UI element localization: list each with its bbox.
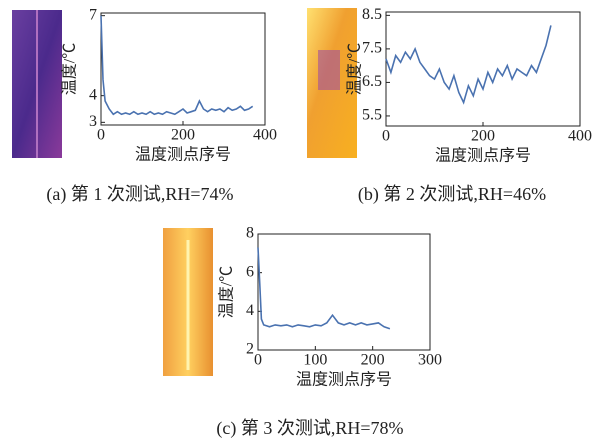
data-line [258,248,390,329]
y-tick-label: 3 [89,113,97,130]
plot-frame [386,12,580,126]
x-tick-label: 0 [254,352,262,369]
x-tick-label: 200 [361,352,385,369]
x-tick-label: 200 [171,127,195,144]
y-tick-label: 4 [246,302,254,319]
y-tick-label: 7 [89,6,97,23]
x-tick-label: 0 [382,128,390,145]
y-tick-label: 7.5 [362,40,382,57]
caption: (a) 第 1 次测试,RH=74% [46,184,233,205]
y-tick-label: 5.5 [362,107,382,124]
data-line [386,25,551,102]
caption: (b) 第 2 次测试,RH=46% [358,184,546,205]
x-axis-label: 温度测点序号 [296,371,392,389]
y-tick-label: 6.5 [362,73,382,90]
x-axis-label: 温度测点序号 [435,147,531,165]
x-tick-label: 100 [303,352,327,369]
y-tick-label: 6 [246,263,254,280]
x-axis-label: 温度测点序号 [135,146,231,164]
data-line [101,16,253,115]
x-tick-label: 400 [568,128,592,145]
x-tick-label: 300 [418,352,442,369]
x-tick-label: 400 [253,127,277,144]
y-tick-label: 8.5 [362,6,382,23]
y-axis-label: 温度/℃ [218,266,236,318]
y-tick-label: 4 [89,86,97,103]
y-tick-label: 2 [246,341,254,358]
caption: (c) 第 3 次测试,RH=78% [216,418,403,439]
page: 3470200400温度/℃温度测点序号(a) 第 1 次测试,RH=74%5.… [0,0,606,442]
y-axis-label: 温度/℃ [61,43,79,95]
y-axis-label: 温度/℃ [346,43,364,95]
y-tick-label: 8 [246,225,254,242]
x-tick-label: 0 [97,127,105,144]
x-tick-label: 200 [471,128,495,145]
plot-frame [258,234,430,350]
image-detail [318,50,340,90]
figure: 3470200400温度/℃温度测点序号(a) 第 1 次测试,RH=74%5.… [0,0,606,442]
